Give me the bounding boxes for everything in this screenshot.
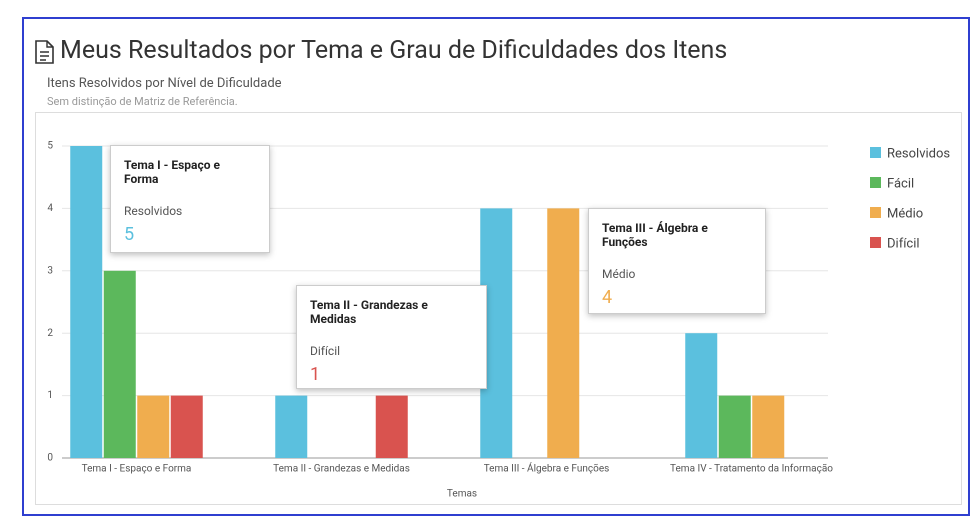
y-tick-label: 2 (47, 328, 53, 339)
y-tick-label: 3 (47, 265, 53, 276)
bar (719, 396, 751, 458)
tooltip-series: Médio (602, 267, 752, 281)
bar (137, 396, 169, 458)
bar (547, 208, 579, 458)
legend-label: Difícil (887, 236, 920, 251)
x-tick-label: Tema II - Grandezas e Medidas (273, 464, 410, 475)
x-tick-label: Tema III - Álgebra e Funções (484, 462, 610, 475)
tooltip-value: 1 (310, 364, 473, 385)
chart: Temas 012345Tema I - Espaço e FormaTema … (0, 0, 978, 531)
x-tick-label: Tema I - Espaço e Forma (82, 464, 192, 475)
tooltip-title: Tema II - Grandezas e Medidas (310, 298, 473, 326)
legend-swatch (870, 237, 881, 248)
tooltip-value: 4 (602, 287, 752, 308)
bar (275, 396, 307, 458)
bar (685, 333, 717, 458)
y-tick-label: 4 (47, 203, 53, 214)
tooltip: Tema II - Grandezas e Medidas Difícil 1 (296, 285, 487, 389)
x-tick-label: Tema IV - Tratamento da Informação (670, 463, 833, 475)
page: {"chart_data":{"type":"bar","title":"Meu… (0, 0, 978, 531)
bar (70, 146, 102, 458)
tooltip-value: 5 (124, 224, 256, 245)
bar (752, 396, 784, 458)
legend-swatch (870, 207, 881, 218)
legend-swatch (870, 147, 881, 158)
legend-label: Fácil (887, 176, 914, 191)
bar (376, 396, 408, 458)
tooltip-series: Resolvidos (124, 204, 256, 218)
tooltip-title: Tema I - Espaço e Forma (124, 158, 256, 186)
tooltip: Tema III - Álgebra e Funções Médio 4 (588, 208, 766, 314)
bar (171, 396, 203, 458)
tooltip: Tema I - Espaço e Forma Resolvidos 5 (110, 145, 270, 253)
legend-label: Resolvidos (887, 146, 950, 161)
legend-swatch (870, 177, 881, 188)
legend-label: Médio (887, 206, 923, 221)
bar (104, 271, 136, 458)
tooltip-series: Difícil (310, 344, 473, 358)
y-tick-label: 1 (47, 390, 53, 401)
y-tick-label: 0 (47, 453, 53, 464)
y-tick-label: 5 (47, 141, 53, 152)
tooltip-title: Tema III - Álgebra e Funções (602, 221, 752, 249)
x-axis-label: Temas (447, 489, 477, 500)
